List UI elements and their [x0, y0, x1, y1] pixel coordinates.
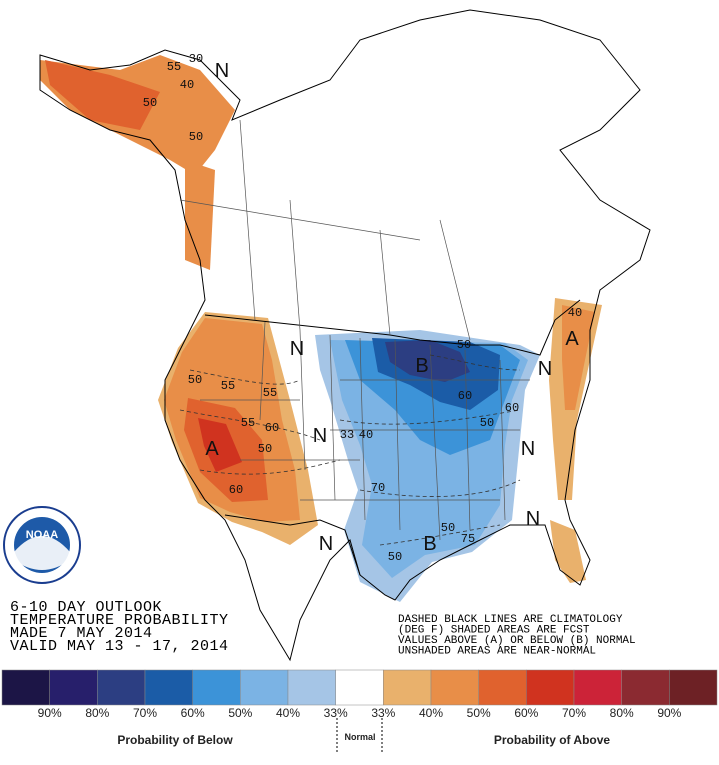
border-us-canada — [204, 299, 581, 356]
legend-swatch — [335, 669, 384, 706]
contour-label: 50 — [388, 550, 402, 564]
legend-label: 80% — [610, 706, 634, 720]
note-line: DASHED BLACK LINES ARE CLIMATOLOGY — [398, 614, 623, 626]
logo-gull — [14, 536, 70, 570]
contour-label: 55 — [167, 60, 181, 74]
outlines — [39, 9, 651, 662]
contour-label: 40 — [568, 306, 582, 320]
legend-swatch — [573, 669, 622, 706]
border-us-mexico — [224, 514, 361, 576]
normal-title: Normal — [344, 732, 375, 742]
logo-text: NOAA — [26, 529, 58, 541]
notes: DASHED BLACK LINES ARE CLIMATOLOGY(DEG F… — [398, 614, 636, 658]
legend-label: 33% — [324, 706, 348, 720]
province-lines — [179, 119, 471, 341]
legend-label: 90% — [38, 706, 62, 720]
contour-label: 40 — [359, 428, 373, 442]
legend-label: 40% — [419, 706, 443, 720]
below-title: Probability of Below — [117, 733, 233, 747]
contour-label: 55 — [241, 416, 255, 430]
region-label: B — [423, 533, 436, 555]
contour-label: 40 — [180, 78, 194, 92]
region-label: N — [319, 533, 333, 555]
legend-label: 40% — [276, 706, 300, 720]
legend-swatch — [144, 669, 193, 706]
region-label: N — [538, 358, 552, 380]
bc-coast-above — [185, 160, 215, 270]
above-title: Probability of Above — [494, 733, 611, 747]
note-line: VALUES ABOVE (A) OR BELOW (B) NORMAL — [398, 635, 636, 647]
legend-swatch — [478, 669, 527, 706]
legend-label: 70% — [133, 706, 157, 720]
region-label: N — [521, 438, 535, 460]
header-line: MADE 7 MAY 2014 — [10, 625, 153, 642]
shading — [40, 55, 602, 602]
contour-label: 60 — [265, 421, 279, 435]
legend-label: 60% — [514, 706, 538, 720]
legend-label: 60% — [181, 706, 205, 720]
contour-label: 60 — [229, 483, 243, 497]
contour-label: 33 — [340, 428, 354, 442]
legend-label: 50% — [228, 706, 252, 720]
legend-swatch — [430, 669, 479, 706]
contour-label: 30 — [189, 52, 203, 66]
contour-label: 55 — [263, 386, 277, 400]
state-lines — [200, 321, 530, 541]
coastline — [39, 9, 651, 662]
noaa-logo: NOAA — [3, 506, 81, 584]
legend-label: 50% — [467, 706, 491, 720]
contour-label: 50 — [258, 442, 272, 456]
header-line: TEMPERATURE PROBABILITY — [10, 612, 229, 629]
legend-swatch — [669, 669, 718, 706]
legend-label: 80% — [85, 706, 109, 720]
east-above-40 — [562, 305, 595, 410]
legend-swatch — [383, 669, 432, 706]
legend-label: 90% — [657, 706, 681, 720]
west-above-60 — [198, 418, 242, 472]
legend-label: 33% — [371, 706, 395, 720]
region-label: N — [290, 338, 304, 360]
contour-label: 50 — [189, 130, 203, 144]
region-label: A — [565, 328, 579, 350]
contour-label: 60 — [458, 389, 472, 403]
contour-label: 50 — [480, 416, 494, 430]
legend: Probability of Below Normal Probability … — [1, 669, 718, 752]
contour-label: 60 — [505, 401, 519, 415]
region-label: A — [205, 438, 219, 460]
florida-above — [550, 520, 586, 583]
header-line: 6-10 DAY OUTLOOK — [10, 599, 162, 616]
region-label: B — [415, 355, 428, 377]
contour-label: 50 — [188, 373, 202, 387]
climatology-contours — [179, 354, 521, 546]
legend-swatch — [240, 669, 289, 706]
legend-swatch — [49, 669, 98, 706]
contour-label: 50 — [441, 521, 455, 535]
legend-swatch — [526, 669, 575, 706]
contour-label: 75 — [461, 532, 475, 546]
contour-label: 50 — [143, 96, 157, 110]
contour-label: 70 — [371, 481, 385, 495]
contour-label: 50 — [457, 338, 471, 352]
legend-label: 70% — [562, 706, 586, 720]
legend-swatch — [97, 669, 146, 706]
legend-swatch — [621, 669, 670, 706]
contour-label: 55 — [221, 379, 235, 393]
region-label: N — [313, 425, 327, 447]
central-below-70 — [385, 340, 470, 382]
note-line: UNSHADED AREAS ARE NEAR-NORMAL — [398, 646, 596, 658]
header-line: VALID MAY 13 - 17, 2014 — [10, 638, 229, 655]
note-line: (DEG F) SHADED AREAS ARE FCST — [398, 625, 590, 637]
legend-swatch — [287, 669, 336, 706]
legend-swatch — [192, 669, 241, 706]
region-label: N — [215, 60, 229, 82]
legend-swatch — [1, 669, 50, 706]
alaska-above-strong — [45, 60, 160, 130]
region-label: N — [526, 508, 540, 530]
